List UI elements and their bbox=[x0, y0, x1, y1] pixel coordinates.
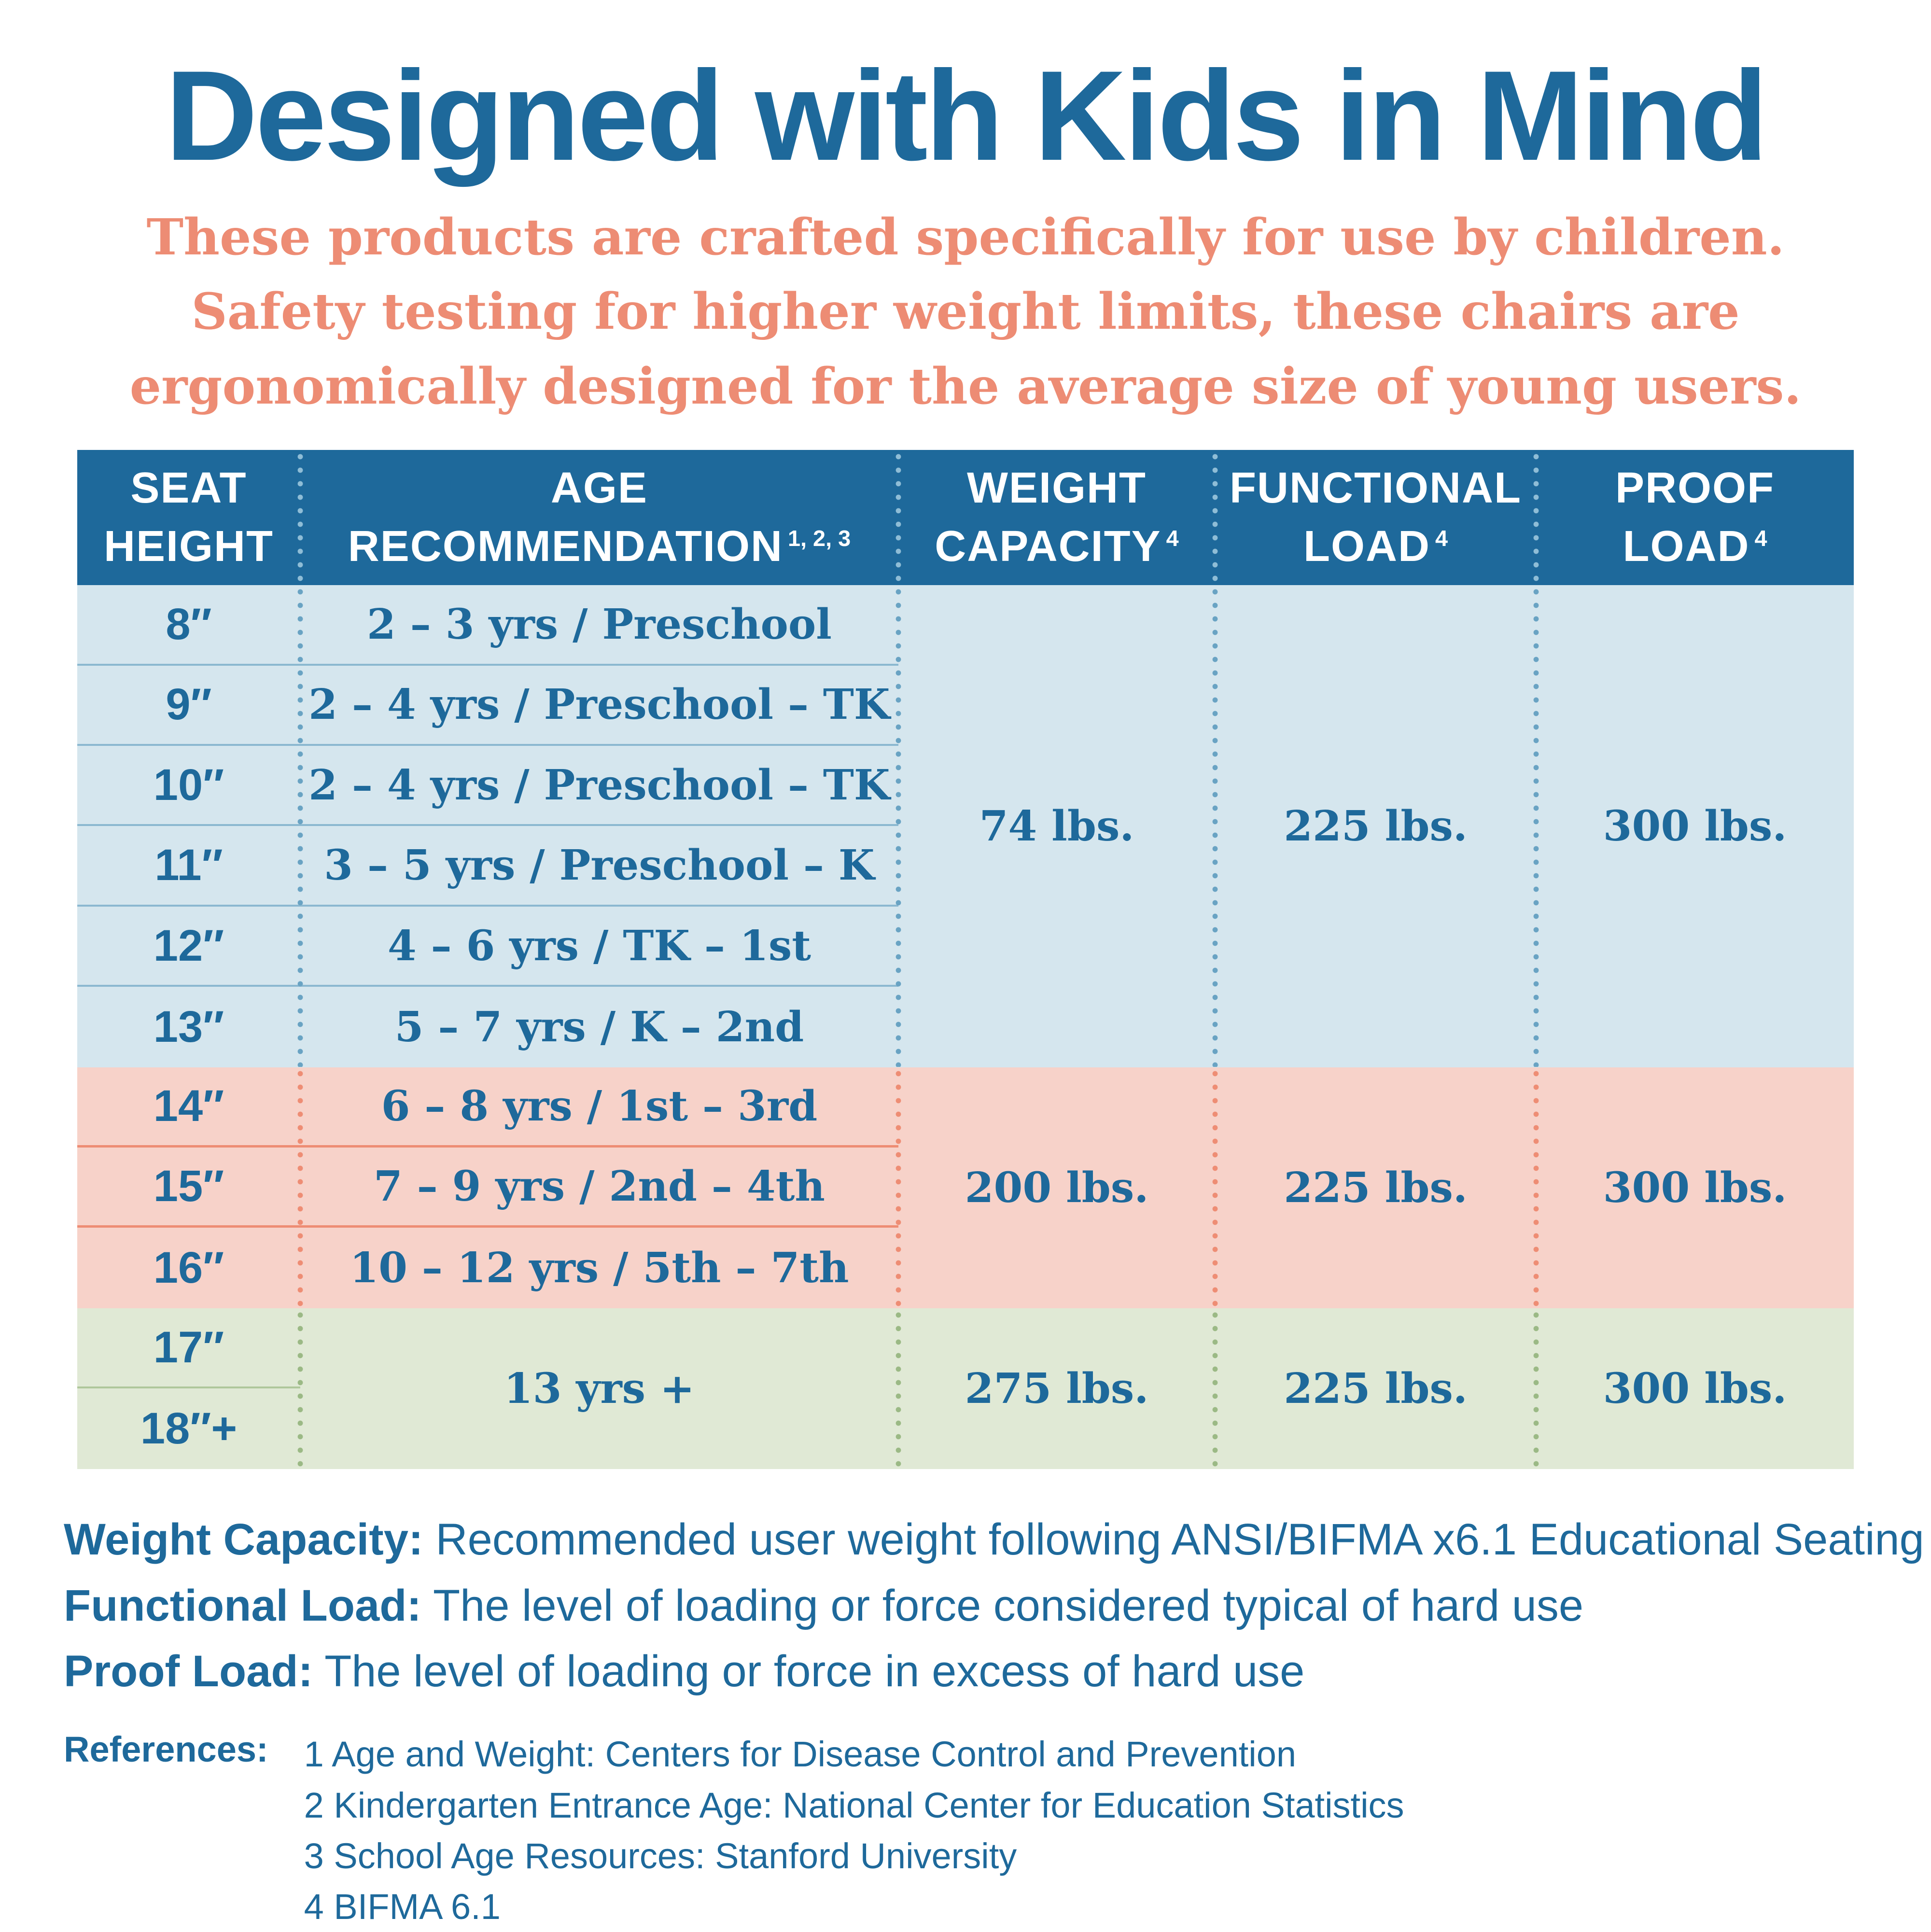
weight-capacity-cell: 200 lbs. bbox=[898, 1067, 1216, 1308]
proof-load-cell: 300 lbs. bbox=[1536, 585, 1854, 1067]
proof-load-cell: 300 lbs. bbox=[1536, 1308, 1854, 1469]
superscript: 1, 2, 3 bbox=[788, 526, 851, 551]
age-cell: 7 – 9 yrs / 2nd – 4th bbox=[300, 1148, 898, 1228]
seat-height-cell: 13″ bbox=[77, 987, 300, 1067]
column-header-weight-capacity: WEIGHT CAPACITY 4 bbox=[898, 450, 1216, 586]
age-cell: 2 – 3 yrs / Preschool bbox=[300, 585, 898, 666]
seat-height-cell: 15″ bbox=[77, 1148, 300, 1228]
superscript: 4 bbox=[1754, 526, 1767, 551]
column-header-age-recommendation: AGE RECOMMENDATION 1, 2, 3 bbox=[300, 450, 898, 586]
page-subtitle: These products are crafted specifically … bbox=[0, 200, 1931, 424]
age-cell: 13 yrs + bbox=[300, 1308, 898, 1469]
reference-item: 4 BIFMA 6.1 bbox=[304, 1886, 501, 1927]
references: References: 1 Age and Weight: Centers fo… bbox=[64, 1729, 1931, 1932]
footnote-label: Proof Load: bbox=[64, 1647, 313, 1696]
spec-table: SEAT HEIGHT AGE RECOMMENDATION 1, 2, 3 WE… bbox=[77, 450, 1854, 1469]
column-header-seat-height: SEAT HEIGHT bbox=[77, 450, 300, 586]
subtitle-line: Safety testing for higher weight limits,… bbox=[191, 282, 1740, 341]
footnotes: Weight Capacity: Recommended user weight… bbox=[64, 1513, 1931, 1698]
footnote: Functional Load: The level of loading or… bbox=[64, 1579, 1931, 1632]
weight-capacity-cell: 275 lbs. bbox=[898, 1308, 1216, 1469]
seat-height-cell: 17″ bbox=[77, 1308, 300, 1389]
seat-height-cell: 18″+ bbox=[77, 1388, 300, 1469]
column-header-proof-load: PROOF LOAD 4 bbox=[1536, 450, 1854, 586]
footnote: Weight Capacity: Recommended user weight… bbox=[64, 1513, 1931, 1566]
weight-capacity-cell: 74 lbs. bbox=[898, 585, 1216, 1067]
functional-load-cell: 225 lbs. bbox=[1215, 1308, 1536, 1469]
footnote-text: The level of loading or force in excess … bbox=[324, 1647, 1305, 1696]
column-header-functional-load: FUNCTIONAL LOAD 4 bbox=[1215, 450, 1536, 586]
footnote-text: The level of loading or force considered… bbox=[433, 1581, 1584, 1630]
seat-height-cell: 14″ bbox=[77, 1067, 300, 1148]
seat-height-cell: 11″ bbox=[77, 826, 300, 907]
age-cell: 4 – 6 yrs / TK – 1st bbox=[300, 906, 898, 987]
seat-height-cell: 10″ bbox=[77, 746, 300, 826]
age-cell: 5 – 7 yrs / K – 2nd bbox=[300, 987, 898, 1067]
footnote: Proof Load: The level of loading or forc… bbox=[64, 1645, 1931, 1698]
page-title: Designed with Kids in Mind bbox=[165, 44, 1768, 187]
seat-height-cell: 16″ bbox=[77, 1228, 300, 1308]
functional-load-cell: 225 lbs. bbox=[1215, 1067, 1536, 1308]
age-cell: 2 – 4 yrs / Preschool – TK bbox=[300, 746, 898, 826]
functional-load-cell: 225 lbs. bbox=[1215, 585, 1536, 1067]
age-cell: 2 – 4 yrs / Preschool – TK bbox=[300, 665, 898, 746]
seat-height-cell: 9″ bbox=[77, 665, 300, 746]
footnote-label: Weight Capacity: bbox=[64, 1515, 423, 1565]
reference-item: 3 School Age Resources: Stanford Univers… bbox=[304, 1835, 1017, 1876]
seat-height-cell: 8″ bbox=[77, 585, 300, 666]
seat-height-cell: 12″ bbox=[77, 906, 300, 987]
superscript: 4 bbox=[1166, 526, 1179, 551]
age-cell: 6 – 8 yrs / 1st – 3rd bbox=[300, 1067, 898, 1148]
reference-item: 1 Age and Weight: Centers for Disease Co… bbox=[304, 1734, 1297, 1775]
age-cell: 3 – 5 yrs / Preschool – K bbox=[300, 826, 898, 907]
reference-item: 2 Kindergarten Entrance Age: National Ce… bbox=[304, 1785, 1404, 1825]
subtitle-line: These products are crafted specifically … bbox=[146, 208, 1785, 266]
footnote-text: Recommended user weight following ANSI/B… bbox=[435, 1515, 1924, 1565]
references-list: 1 Age and Weight: Centers for Disease Co… bbox=[304, 1729, 1404, 1932]
proof-load-cell: 300 lbs. bbox=[1536, 1067, 1854, 1308]
age-cell: 10 – 12 yrs / 5th – 7th bbox=[300, 1228, 898, 1308]
footnote-label: Functional Load: bbox=[64, 1581, 422, 1630]
references-label: References: bbox=[64, 1729, 268, 1770]
subtitle-line: ergonomically designed for the average s… bbox=[129, 357, 1802, 416]
superscript: 4 bbox=[1435, 526, 1448, 551]
